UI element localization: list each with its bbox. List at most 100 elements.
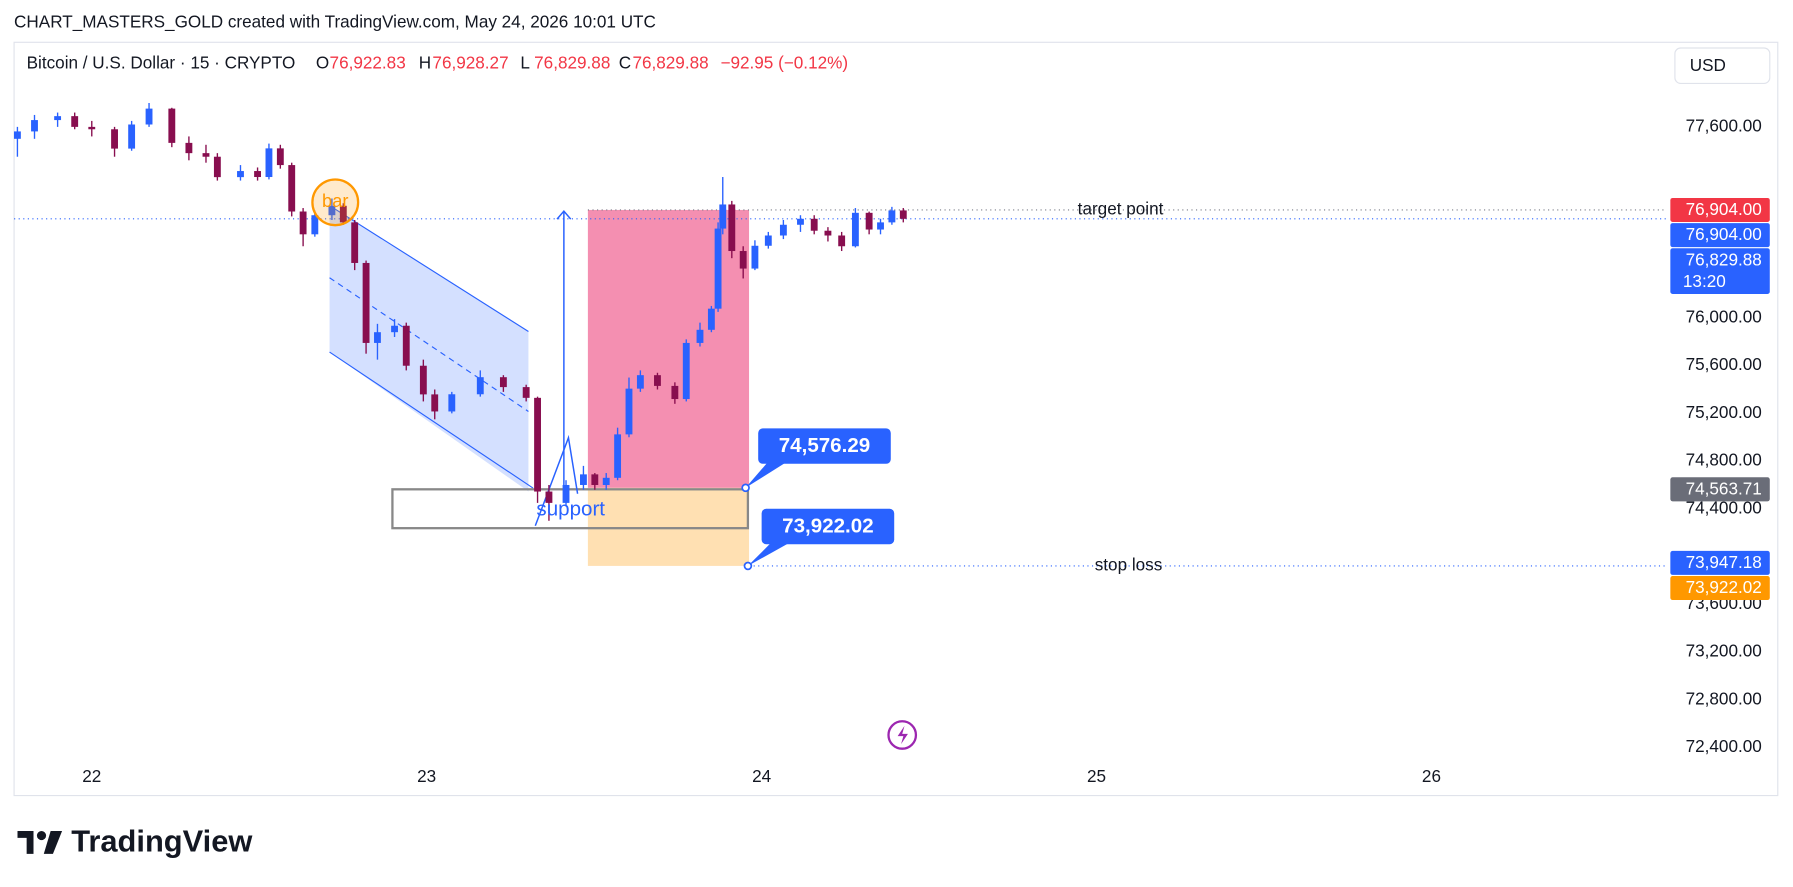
candle-body [299,211,307,235]
logo-mark [36,830,47,841]
candle-body [88,126,96,130]
candle-body [265,148,273,178]
price-label: 74,563.71 [1686,478,1762,498]
candle-body [591,474,599,485]
ohlc-value: 76,829.88 [632,53,708,73]
callout-box [761,508,895,545]
support-box [391,488,750,530]
callout-label: 74,576.29 [779,434,870,457]
candle-body [54,116,62,121]
price-label: 76,829.88 [1686,249,1762,269]
candle-body [580,474,587,485]
ohlc-key: O [316,53,329,73]
stop-label: stop loss [1095,554,1163,574]
candle-body [739,251,747,269]
y-tick-label: 77,600.00 [1686,115,1762,135]
candle-body [764,235,772,246]
y-tick-label: 73,200.00 [1686,641,1762,661]
candle-body [448,394,456,412]
candle-body [562,484,570,503]
candle-body [779,224,787,236]
x-tick-label: 25 [1087,766,1106,786]
target-label: target point [1078,198,1164,218]
candle-body [168,108,176,143]
candle-body [810,218,818,231]
bar-marker [311,178,360,227]
candle-body [838,235,846,247]
candle-body [111,129,118,149]
callout-label: 73,922.02 [782,514,873,537]
candle-body [714,228,722,309]
candle-body [602,477,610,485]
ohlc-key: L [520,53,530,73]
candle-body [696,329,704,343]
ohlc-key: H [419,53,431,73]
chart-frame [13,41,1779,797]
candle-body [682,342,690,400]
price-label-box [1670,248,1770,294]
candle-body [865,212,873,230]
price-label: 76,904.00 [1686,199,1762,219]
candle-body [237,171,244,178]
y-tick-label: 76,000.00 [1686,306,1762,326]
candle-body [202,153,210,157]
candle-body [288,165,296,212]
candle-body [707,308,715,330]
y-tick-label: 72,800.00 [1686,688,1762,708]
countdown: 13:20 [1683,271,1726,291]
candle-body [276,148,284,166]
callout-anchor [743,561,753,571]
candle-body [145,108,153,125]
candle-body [851,212,859,247]
price-label-box [1670,477,1770,502]
candle-body [31,120,38,132]
currency[interactable]: USD [1690,55,1726,75]
support-label: support [536,497,605,520]
bar-label: bar [322,190,348,211]
y-tick-label: 75,600.00 [1686,354,1762,374]
candle-body [877,222,884,230]
candle-body [254,171,261,178]
candle-body [636,375,644,389]
ohlc-value: 76,928.27 [432,53,508,73]
candle-body [797,218,804,225]
candle-body [402,325,410,366]
y-tick-label: 75,200.00 [1686,402,1762,422]
y-tick-label: 72,400.00 [1686,736,1762,756]
price-label-box [1670,550,1770,575]
candle-body [476,377,484,395]
currency-button[interactable] [1674,47,1771,85]
candle-body [522,387,530,398]
y-tick-label: 74,400.00 [1686,497,1762,517]
candle-body [185,142,193,154]
candle-body [671,385,679,400]
arrow-head [556,209,572,220]
candle-body [374,332,381,343]
callout-anchor [741,483,750,493]
candle-body [728,204,736,252]
candle-body [351,222,359,263]
channel [329,205,529,492]
lightning-icon[interactable] [887,720,918,750]
candle-body [311,215,319,235]
candle-body [614,434,622,478]
candle-body [71,116,79,127]
target-zone [587,209,750,488]
candle-body [888,210,896,223]
candle-body [719,204,727,229]
ohlc-value: 76,829.88 [534,53,610,73]
x-tick-label: 22 [82,766,101,786]
x-tick-label: 26 [1422,766,1441,786]
icon-ring[interactable] [887,720,918,750]
ohlc-value: 76,922.83 [330,53,406,73]
price-label: 73,922.02 [1686,577,1762,597]
candle-body [499,377,507,388]
channel-line [329,277,529,412]
price-label-box [1670,197,1770,222]
icon-bolt[interactable] [897,725,908,745]
candle-body [824,230,832,236]
attribution: CHART_MASTERS_GOLD created with TradingV… [14,11,656,31]
candle-body [213,156,221,178]
